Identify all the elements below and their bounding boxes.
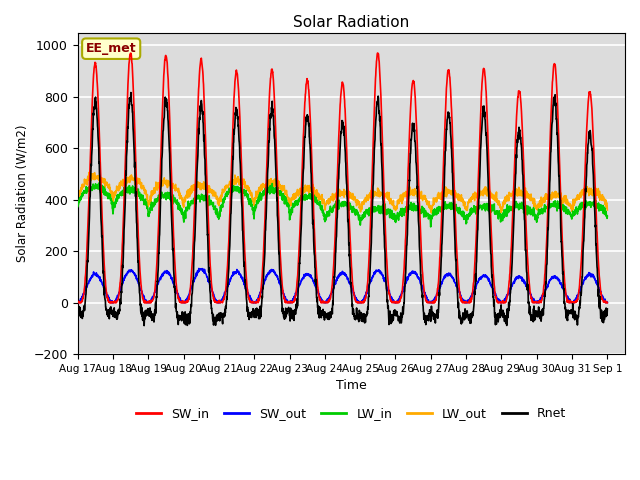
SW_out [497,300,504,306]
X-axis label: Time: Time [336,379,367,392]
LW_in [221,191,229,197]
Y-axis label: Solar Radiation (W/m2): Solar Radiation (W/m2) [15,125,28,262]
SW_in [497,299,504,305]
LW_in [369,205,377,211]
LW_out [74,197,81,203]
Rnet [572,312,580,318]
SW_in [374,50,381,56]
Line: SW_in: SW_in [77,53,607,303]
LW_out [369,188,377,193]
Line: LW_in: LW_in [77,183,607,227]
LW_in [427,224,435,230]
Line: Rnet: Rnet [77,93,607,325]
SW_in [557,204,565,209]
Rnet [557,231,565,237]
LW_out [85,169,93,175]
Rnet [370,171,378,177]
LW_out [221,186,229,192]
LW_out [358,206,365,212]
SW_out [74,300,81,305]
LW_in [557,198,565,204]
LW_out [572,197,580,203]
SW_out [604,300,611,306]
SW_out [222,288,230,294]
LW_in [95,180,102,186]
Rnet [604,306,611,312]
Rnet [222,306,230,312]
LW_in [497,219,504,225]
Rnet [358,315,366,321]
Rnet [497,312,504,318]
Title: Solar Radiation: Solar Radiation [293,15,410,30]
SW_in [221,287,229,293]
Text: EE_met: EE_met [86,42,136,55]
SW_in [74,300,81,305]
LW_out [604,207,611,213]
LW_in [572,207,580,213]
LW_in [604,214,611,219]
SW_in [358,300,365,305]
SW_in [74,300,82,306]
LW_out [557,190,565,196]
LW_out [497,205,504,211]
Rnet [74,306,81,312]
SW_in [369,137,377,143]
SW_out [557,280,565,286]
LW_out [428,210,435,216]
SW_out [195,265,203,271]
LW_in [358,217,365,223]
SW_out [74,300,82,306]
SW_out [572,296,580,302]
Legend: SW_in, SW_out, LW_in, LW_out, Rnet: SW_in, SW_out, LW_in, LW_out, Rnet [131,402,572,425]
Line: SW_out: SW_out [77,268,607,303]
SW_in [604,300,611,306]
SW_out [358,298,366,304]
Rnet [127,90,135,96]
Line: LW_out: LW_out [77,172,607,213]
SW_out [370,272,378,278]
SW_in [572,299,580,305]
LW_in [74,204,81,210]
Rnet [140,323,148,328]
